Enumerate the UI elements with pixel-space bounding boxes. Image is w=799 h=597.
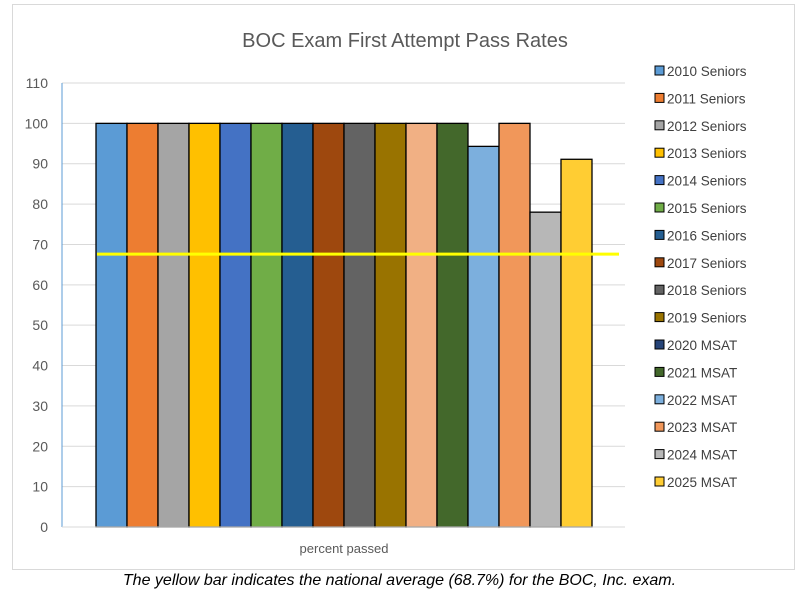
y-tick-label: 110 <box>26 75 49 91</box>
bar-2023-msat <box>498 122 531 528</box>
legend-swatch <box>654 449 665 460</box>
bar-2010-seniors <box>95 122 128 528</box>
legend-swatch <box>654 175 665 186</box>
legend-label: 2016 Seniors <box>667 228 747 243</box>
bar-2019-seniors <box>374 122 407 528</box>
caption: The yellow bar indicates the national av… <box>122 572 677 589</box>
legend-swatch <box>654 147 665 158</box>
legend-label: 2013 Seniors <box>667 146 747 161</box>
chart-frame <box>12 4 795 570</box>
bar-2014-seniors <box>219 122 252 528</box>
legend-swatch <box>654 92 665 103</box>
bar-2015-seniors <box>250 122 283 528</box>
legend-label: 2019 Seniors <box>667 311 747 326</box>
y-tick-label: 100 <box>25 115 49 131</box>
legend-label: 2022 MSAT <box>667 393 737 408</box>
bar-2018-seniors <box>343 122 376 528</box>
legend-label: 2010 Seniors <box>667 64 747 79</box>
bar-2022-msat <box>467 145 500 528</box>
y-tick-label: 20 <box>32 438 48 454</box>
legend-label: 2023 MSAT <box>667 420 737 435</box>
legend-label: 2020 MSAT <box>667 338 737 353</box>
bar-2021-msat <box>436 122 469 528</box>
legend-label: 2021 MSAT <box>667 365 737 380</box>
legend-label: 2025 MSAT <box>667 475 737 490</box>
legend-swatch <box>654 120 665 131</box>
bar-2017-seniors <box>312 122 345 528</box>
bar-2013-seniors <box>188 122 221 528</box>
bar-2020-msat <box>405 122 438 528</box>
legend-swatch <box>654 339 665 350</box>
legend-label: 2014 Seniors <box>667 174 747 189</box>
y-tick-label: 10 <box>32 479 48 495</box>
y-tick-label: 0 <box>40 519 48 535</box>
legend-swatch <box>654 394 665 405</box>
bar-2016-seniors <box>281 122 314 528</box>
bar-2012-seniors <box>157 122 190 528</box>
bar-2011-seniors <box>126 122 159 528</box>
legend-swatch <box>654 202 665 213</box>
y-tick-label: 70 <box>32 236 48 252</box>
y-tick-label: 60 <box>32 277 48 293</box>
legend-label: 2011 Seniors <box>667 91 746 106</box>
legend-label: 2012 Seniors <box>667 119 747 134</box>
y-tick-label: 50 <box>32 317 48 333</box>
legend-swatch <box>654 476 665 487</box>
y-tick-label: 80 <box>32 196 48 212</box>
legend-swatch <box>654 229 665 240</box>
legend-swatch <box>654 312 665 323</box>
legend-label: 2015 Seniors <box>667 201 747 216</box>
y-tick-label: 40 <box>32 358 48 374</box>
legend-swatch <box>654 257 665 268</box>
legend-label: 2024 MSAT <box>667 448 737 463</box>
legend-swatch <box>654 65 665 76</box>
y-tick-label: 90 <box>32 156 48 172</box>
bar-2025-msat <box>560 158 593 528</box>
legend-label: 2018 Seniors <box>667 283 747 298</box>
legend-swatch <box>654 421 665 432</box>
bar-2024-msat <box>529 211 562 528</box>
legend-label: 2017 Seniors <box>667 256 747 271</box>
y-tick-label: 30 <box>32 398 48 414</box>
legend-swatch <box>654 284 665 295</box>
legend-swatch <box>654 366 665 377</box>
chart-title: BOC Exam First Attempt Pass Rates <box>242 30 568 52</box>
x-axis-label: percent passed <box>300 541 389 556</box>
